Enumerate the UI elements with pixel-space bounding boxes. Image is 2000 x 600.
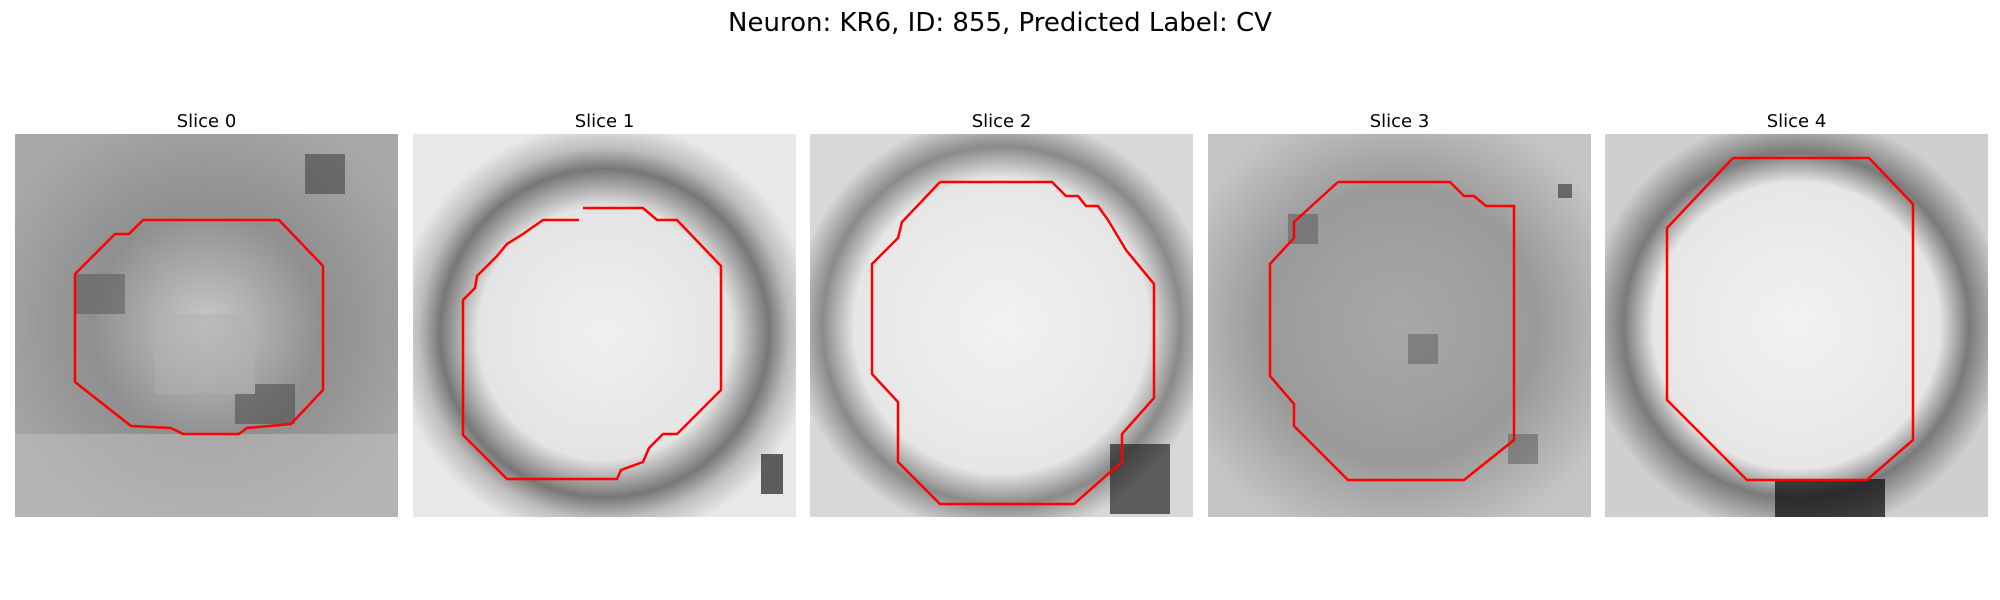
slice-title-0: Slice 0 [176, 111, 237, 132]
slice-title-3: Slice 3 [1369, 111, 1430, 132]
contour-4 [1665, 156, 1915, 482]
slice-title-1: Slice 1 [574, 111, 635, 132]
slice-noise-0 [15, 154, 398, 517]
slice-title-4: Slice 4 [1766, 111, 1827, 132]
slice-panel-2: Slice 2 [810, 110, 1193, 517]
slice-panel-3: Slice 3 [1208, 110, 1591, 517]
slice-image-3 [1208, 134, 1591, 517]
slice-image-2 [810, 134, 1193, 517]
slice-title-2: Slice 2 [971, 111, 1032, 132]
slice-panel-4: Slice 4 [1605, 110, 1988, 517]
contour-2 [870, 180, 1156, 506]
contour-0 [73, 218, 325, 436]
slice-image-1 [413, 134, 796, 517]
figure-title: Neuron: KR6, ID: 855, Predicted Label: C… [728, 8, 1272, 38]
slice-image-0 [15, 134, 398, 517]
slice-background-4 [1605, 134, 1988, 517]
contour-1 [461, 206, 723, 481]
contour-3 [1268, 180, 1516, 482]
slice-image-4 [1605, 134, 1988, 517]
slice-background-1 [413, 134, 796, 517]
slice-panel-0: Slice 0 [15, 110, 398, 517]
slice-panel-1: Slice 1 [413, 110, 796, 517]
